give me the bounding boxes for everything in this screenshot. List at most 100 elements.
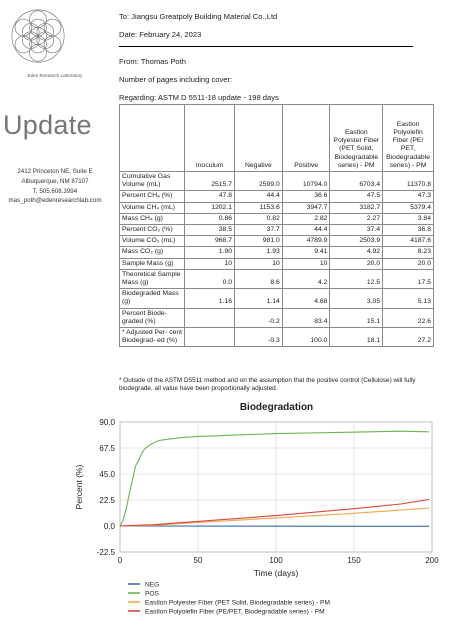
column-header: Negative (234, 104, 283, 172)
table-cell: 27.2 (382, 327, 434, 348)
table-cell: 47.3 (382, 190, 434, 203)
table-cell: 981.0 (234, 235, 283, 248)
table-cell: 8.6 (234, 268, 283, 290)
table-cell: 36.8 (382, 224, 434, 237)
table-cell: 37.4 (329, 224, 384, 237)
y-axis-label: Percent (%) (74, 464, 84, 509)
table-cell: 36.6 (281, 190, 331, 203)
row-label: * Adjusted Per- cent Biodegrad- ed (%) (118, 327, 186, 348)
row-label: Percent Biode- graded (%) (118, 307, 186, 329)
pages-line: Number of pages including cover: (119, 75, 233, 84)
legend-entry: POS (145, 591, 160, 598)
column-header: Inoculum (184, 104, 236, 172)
table-cell: 4187.6 (382, 235, 434, 248)
x-tick-label: 0 (118, 556, 123, 565)
table-cell: 20.0 (382, 257, 434, 270)
date-line: Date: February 24, 2023 (119, 30, 202, 39)
table-cell: 4.2 (281, 268, 331, 290)
table-cell: 4.92 (329, 246, 384, 259)
table-header-row: Inoculum Negative Positive Eastlon Polye… (118, 104, 434, 172)
table-row: Volume CH₄ (mL) 1202.1 1153.6 3947.7 3182.7 5… (118, 201, 434, 214)
email-line: mas_poth@edenresearchlab.com (8, 197, 102, 205)
table-cell: 15.1 (329, 307, 384, 329)
row-label: Theoretical Sample Mass (g) (118, 268, 186, 290)
row-label: Cumulative Gas Volume (mL) (118, 170, 186, 192)
table-cell: 38.5 (184, 224, 236, 237)
y-tick-label: -22.5 (97, 548, 116, 557)
column-header: Eastlon Polyolefin Fiber (PE/ PET, Biode… (382, 104, 434, 172)
x-tick-label: 50 (194, 556, 203, 565)
table-cell: 1153.6 (234, 201, 283, 214)
table-cell: 83.4 (281, 307, 331, 329)
table-cell: 47.8 (184, 190, 236, 203)
table-cell: 100.0 (281, 327, 331, 348)
table-row: Sample Mass (g) 10 10 10 20.0 20.0 (118, 257, 434, 270)
address-line: 2412 Princeton NE, Suite E (17, 168, 93, 175)
table-cell: 10 (234, 257, 283, 270)
table-cell: 37.7 (234, 224, 283, 237)
series-line-3 (119, 498, 429, 527)
table-cell: 2503.9 (329, 235, 384, 248)
lab-name: Eden Research Laboratory (27, 73, 83, 78)
table-row: Mass CH₄ (g) 0.86 0.82 2.82 2.27 3.84 (118, 212, 434, 226)
table-cell: 44.4 (281, 224, 331, 237)
table-cell: 18.1 (329, 327, 384, 348)
table-cell: 0.86 (184, 212, 236, 226)
table-cell: 1.93 (234, 246, 283, 259)
table-cell: -0.2 (234, 307, 283, 329)
table-cell: 2.82 (281, 212, 331, 226)
table-cell: 6703.4 (329, 170, 384, 192)
x-axis-label: Time (days) (254, 568, 299, 578)
y-tick-label: 22.5 (99, 496, 115, 505)
flower-of-life-logo (11, 9, 65, 63)
y-tick-label: 90.0 (99, 418, 115, 427)
table-cell (184, 307, 236, 329)
chart-title: Biodegradation (239, 402, 314, 413)
table-cell: 3.84 (382, 212, 434, 226)
table-cell: 10 (281, 257, 331, 270)
y-tick-label: 0.0 (104, 522, 116, 531)
table-cell: 11370.8 (382, 170, 434, 192)
corner-cell (118, 104, 186, 172)
row-label: Sample Mass (g) (118, 257, 186, 270)
update-heading: Update (3, 110, 92, 140)
biodegradation-chart: -22.5 0.0 22.5 45.0 67.5 90.0 0 50 100 150 200 Time… (74, 418, 439, 616)
row-label: Volume CH₄ (mL) (118, 201, 186, 214)
row-label: Percent CH₄ (%) (118, 190, 186, 203)
address-block: 2412 Princeton NE, Suite E Albuquerque, … (0, 167, 110, 206)
row-label: Percent CO₂ (%) (118, 224, 186, 237)
row-label: Volume CO₂ (mL) (118, 235, 186, 248)
table-cell (184, 327, 236, 348)
table-cell: -0.3 (234, 327, 283, 348)
table-row: * Adjusted Per- cent Biodegrad- ed (%) -0… (118, 327, 434, 348)
table-cell: 3947.7 (281, 201, 331, 214)
table-cell: 12.5 (329, 268, 384, 290)
table-cell: 4.68 (281, 288, 331, 309)
table-cell: 20.0 (329, 257, 384, 270)
table-cell: 5.13 (382, 288, 434, 309)
table-cell: 10794.0 (281, 170, 331, 192)
table-cell: 1.16 (184, 288, 236, 309)
table-row: Theoretical Sample Mass (g) 0.0 8.6 4.2 12.5… (118, 268, 434, 290)
phone-line: T. 505.608.3994 (32, 187, 78, 195)
y-tick-label: 67.5 (99, 444, 115, 453)
row-label: Mass CH₄ (g) (118, 212, 186, 226)
legend-entry: NEG (145, 582, 159, 589)
table-cell: 0.0 (184, 268, 236, 290)
table-cell: 3182.7 (329, 201, 384, 214)
column-header: Positive (281, 104, 331, 172)
results-table: Inoculum Negative Positive Eastlon Polye… (118, 104, 434, 348)
table-cell: 8.23 (382, 246, 434, 259)
table-cell: 968.7 (184, 235, 236, 248)
address-line: Albuquerque, NM 87107 (21, 177, 89, 185)
x-tick-label: 100 (269, 556, 283, 565)
regarding-line: Regarding: ASTM D 5511-18 update - 198 d… (119, 93, 279, 102)
table-cell: 1.14 (234, 288, 283, 309)
table-row: Percent CO₂ (%) 38.5 37.7 44.4 37.4 36.8 (118, 224, 434, 237)
y-tick-label: 45.0 (99, 470, 115, 479)
row-label: Mass CO₂ (g) (118, 246, 186, 259)
legend-entry: Eastlon Polyester Fiber (PET Solid, Biod… (145, 600, 330, 607)
table-row: Mass CO₂ (g) 1.90 1.93 9.41 4.92 8.23 (118, 246, 434, 259)
table-cell: 10 (184, 257, 236, 270)
table-cell: 47.5 (329, 190, 384, 203)
